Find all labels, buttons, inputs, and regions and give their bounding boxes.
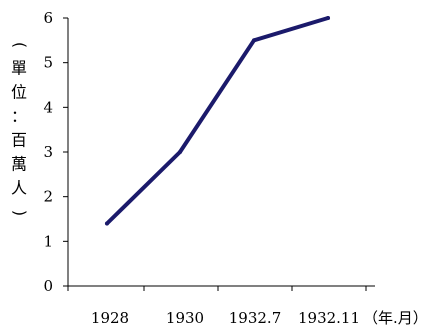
y-ticks: 0 1 2 3 4 5 6 (43, 9, 68, 295)
y-tick-label: 6 (43, 9, 53, 27)
y-axis-label-char: 人 (11, 179, 27, 198)
data-point (326, 16, 330, 20)
y-axis-label-char: 位 (11, 83, 27, 102)
y-axis-label-char: 百 (11, 131, 27, 150)
y-axis-label-char: ) (11, 210, 30, 216)
y-tick-label: 2 (43, 188, 53, 206)
series-group (105, 16, 330, 226)
x-tick-label: 1928 (91, 309, 129, 327)
y-tick-label: 5 (43, 54, 53, 72)
series-line (105, 16, 330, 226)
y-tick-label: 4 (43, 98, 53, 116)
x-axis-unit-label: （年.月） (363, 309, 428, 327)
data-point (105, 221, 109, 226)
x-tick-label: 1932.7 (229, 309, 282, 327)
y-axis-label-char: 萬 (11, 155, 27, 174)
y-tick-label: 1 (43, 232, 53, 250)
y-axis-label: ( 單位 ： 百萬人) (11, 42, 30, 216)
y-axis-label-char: 單 (11, 59, 27, 78)
x-ticks: 1928 1930 1932.7 1932.11 (67, 286, 367, 327)
y-axis-label-char: ( (11, 42, 30, 48)
data-point (178, 150, 182, 154)
y-tick-label: 3 (43, 143, 53, 161)
data-point (252, 38, 256, 43)
y-tick-label: 0 (43, 277, 53, 295)
x-tick-label: 1932.11 (298, 309, 360, 327)
x-tick-label: 1930 (166, 309, 204, 327)
y-axis-label-char: ： (11, 107, 27, 126)
axes (67, 18, 375, 287)
